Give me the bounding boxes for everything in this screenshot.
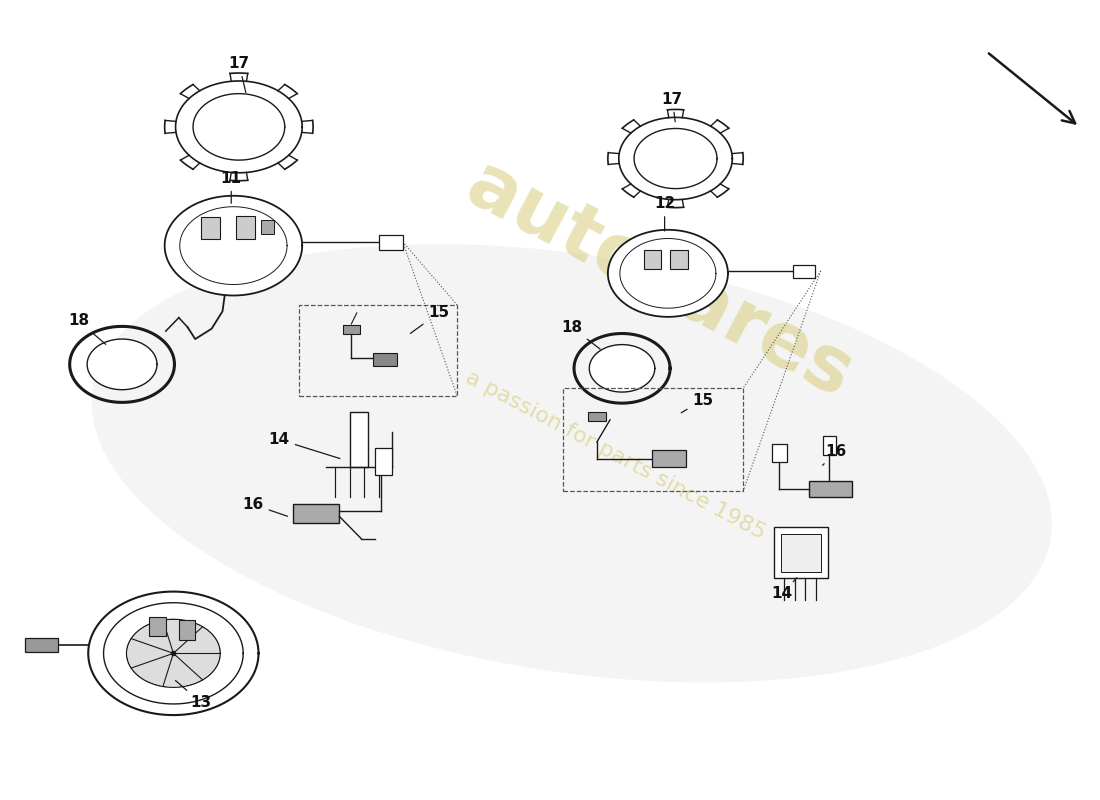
Circle shape <box>90 593 256 714</box>
Bar <box>771 444 786 462</box>
Bar <box>781 534 821 572</box>
Text: 14: 14 <box>771 578 797 602</box>
Bar <box>25 638 57 652</box>
Circle shape <box>590 345 654 392</box>
Ellipse shape <box>91 244 1052 682</box>
Bar <box>378 235 403 250</box>
Text: 12: 12 <box>654 196 675 231</box>
Circle shape <box>166 197 300 294</box>
Bar <box>588 412 606 422</box>
Bar <box>299 305 458 396</box>
Bar <box>375 447 392 475</box>
Bar <box>200 217 220 239</box>
Bar <box>823 436 836 455</box>
Text: 14: 14 <box>268 432 340 458</box>
Bar <box>150 617 166 636</box>
Bar <box>773 526 828 578</box>
Bar <box>808 481 852 497</box>
Text: 17: 17 <box>229 56 250 93</box>
Bar <box>670 250 688 270</box>
Circle shape <box>609 230 727 316</box>
Text: 16: 16 <box>823 444 847 466</box>
Bar <box>294 504 339 522</box>
Circle shape <box>128 620 219 686</box>
Bar <box>342 325 360 334</box>
Text: 15: 15 <box>681 393 714 413</box>
Text: 18: 18 <box>561 320 601 350</box>
Text: 15: 15 <box>410 306 449 334</box>
Bar <box>373 354 397 366</box>
Text: 18: 18 <box>68 314 106 344</box>
Bar <box>651 450 686 467</box>
Bar <box>644 250 661 270</box>
Text: 11: 11 <box>221 171 242 203</box>
Text: 17: 17 <box>662 92 683 122</box>
Bar <box>179 620 195 640</box>
Bar <box>793 266 815 278</box>
Text: autosares: autosares <box>453 148 865 414</box>
Bar <box>261 219 274 234</box>
Bar <box>563 388 744 491</box>
Text: 16: 16 <box>242 497 287 516</box>
Circle shape <box>88 339 156 390</box>
Bar <box>235 215 255 239</box>
Bar <box>350 412 367 467</box>
Text: 13: 13 <box>176 681 211 710</box>
Text: a passion for parts since 1985: a passion for parts since 1985 <box>462 367 769 543</box>
Ellipse shape <box>156 298 987 644</box>
